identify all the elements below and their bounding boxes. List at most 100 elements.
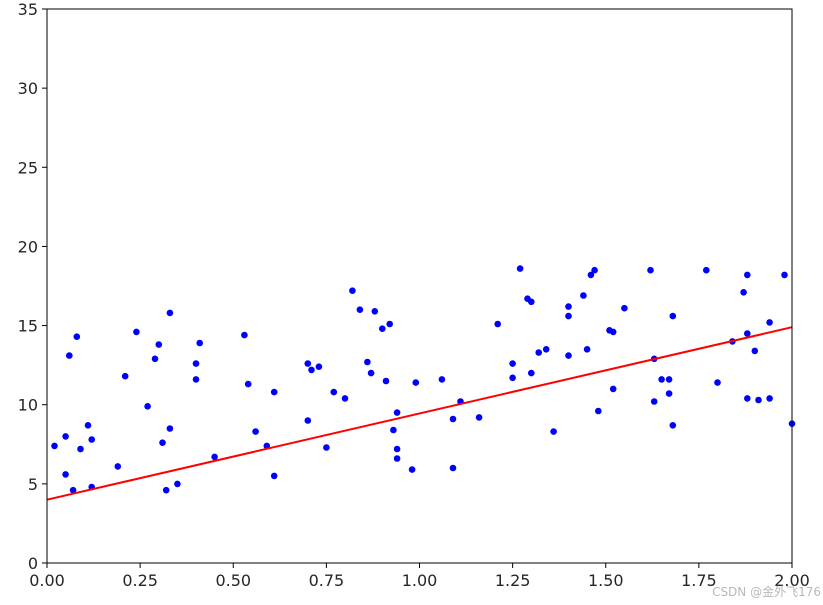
y-tick-label: 15 <box>18 317 38 336</box>
data-point <box>438 376 446 383</box>
data-point <box>166 425 174 432</box>
data-point <box>744 395 751 402</box>
data-point <box>88 436 95 443</box>
data-point <box>609 328 617 336</box>
data-point <box>509 360 516 367</box>
data-point <box>379 325 386 333</box>
data-point <box>133 328 140 336</box>
data-point <box>144 403 151 410</box>
data-point <box>121 372 129 380</box>
data-point <box>509 374 516 382</box>
data-point <box>330 388 338 396</box>
data-point <box>114 463 122 470</box>
data-point <box>390 426 397 434</box>
y-tick-label: 5 <box>28 475 38 494</box>
data-point <box>304 360 312 367</box>
x-tick-label: 2.00 <box>774 571 810 590</box>
data-point <box>595 407 602 415</box>
data-point <box>669 422 677 429</box>
data-point <box>714 379 721 386</box>
x-axis: 0.00 0.25 0.50 0.75 1.00 1.25 1.50 1.75 2.00 <box>29 563 810 590</box>
data-point <box>650 398 658 405</box>
data-point <box>475 414 483 421</box>
data-point <box>528 369 535 377</box>
x-tick-label: 0.75 <box>309 571 345 590</box>
data-point <box>241 331 248 339</box>
data-point <box>73 333 81 341</box>
x-tick-label: 1.25 <box>495 571 531 590</box>
data-point <box>51 442 58 450</box>
data-point <box>781 271 788 279</box>
data-point <box>766 319 773 326</box>
y-tick-label: 10 <box>18 396 38 415</box>
data-point <box>356 306 364 314</box>
data-point <box>62 471 69 478</box>
regression-line <box>46 326 793 501</box>
data-point <box>192 376 200 383</box>
data-point <box>580 292 587 299</box>
data-point <box>665 390 673 397</box>
data-point <box>244 380 252 388</box>
data-point <box>550 428 557 435</box>
y-axis: 0 5 10 15 20 25 30 35 <box>18 0 47 573</box>
data-point <box>412 379 420 386</box>
data-point <box>159 439 166 447</box>
x-tick-label: 0.00 <box>29 571 65 590</box>
data-point <box>77 445 84 453</box>
y-tick-label: 0 <box>28 554 38 573</box>
data-point <box>393 455 401 462</box>
y-tick-label: 20 <box>18 237 38 256</box>
y-tick-label: 35 <box>18 0 38 19</box>
watermark: CSDN @金外飞176 <box>712 584 821 599</box>
data-point <box>565 303 572 310</box>
data-point <box>69 486 77 494</box>
data-point <box>367 369 375 377</box>
data-point <box>196 339 203 347</box>
x-tick-label: 1.75 <box>681 571 717 590</box>
data-point <box>591 266 598 274</box>
data-point <box>751 347 759 355</box>
data-point <box>703 266 710 274</box>
data-point <box>155 341 163 348</box>
data-point <box>270 472 278 480</box>
data-point <box>393 409 401 416</box>
x-tick-label: 1.00 <box>402 571 438 590</box>
data-point <box>408 466 416 473</box>
data-point <box>252 428 259 435</box>
x-tick-label: 0.50 <box>215 571 251 590</box>
data-point <box>587 271 595 279</box>
data-point <box>755 396 762 404</box>
y-tick-label: 30 <box>18 79 38 98</box>
data-point <box>740 289 747 296</box>
data-point <box>609 385 617 393</box>
data-point <box>66 352 73 359</box>
data-point <box>304 417 312 424</box>
x-tick-label: 0.25 <box>122 571 158 590</box>
data-point <box>371 308 379 315</box>
data-point <box>364 358 371 366</box>
data-point <box>516 265 524 272</box>
y-tick-label: 25 <box>18 158 38 177</box>
data-point <box>744 330 751 337</box>
data-point <box>494 320 502 328</box>
data-point <box>382 377 390 385</box>
data-point <box>669 312 677 320</box>
data-point <box>565 352 572 359</box>
data-point <box>270 388 278 396</box>
data-point <box>84 422 92 429</box>
data-point <box>449 415 457 423</box>
data-point <box>162 486 170 494</box>
data-point <box>449 464 457 472</box>
data-point <box>62 433 69 440</box>
data-point <box>393 445 401 453</box>
data-point <box>308 366 315 374</box>
data-point <box>323 444 330 451</box>
data-point <box>386 320 394 328</box>
data-point <box>151 355 159 363</box>
data-point <box>192 360 200 367</box>
data-point <box>744 271 751 279</box>
data-point <box>542 346 550 353</box>
data-point <box>621 304 628 312</box>
x-tick-label: 1.50 <box>588 571 624 590</box>
